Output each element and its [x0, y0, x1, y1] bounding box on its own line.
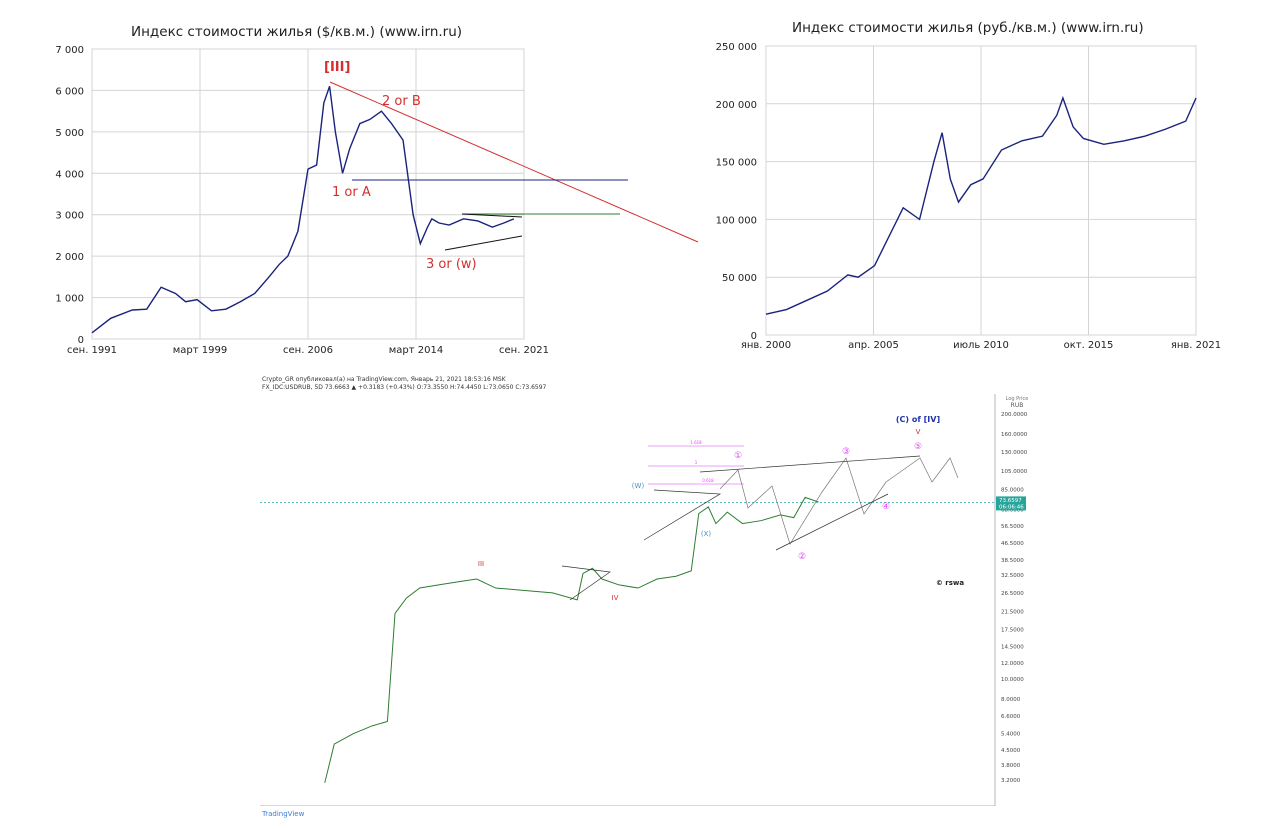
price-tick-label: 5.4000: [1001, 732, 1021, 738]
x-tick-label: сен. 2021: [499, 345, 549, 356]
y-tick-label: 7 000: [55, 45, 84, 56]
x-tick-label: март 1999: [173, 345, 227, 356]
price-series: [324, 496, 819, 783]
projected-wave-path: [719, 457, 959, 545]
triangle-top: [461, 213, 523, 218]
price-tick-label: 32.5000: [1001, 573, 1024, 579]
price-tick-label: 14.5000: [1001, 644, 1024, 650]
y-tick-label: 0: [78, 335, 84, 346]
price-tick-label: 56.5000: [1001, 524, 1024, 530]
triangle-2015-2020: [643, 489, 722, 541]
label-iv: IV: [612, 594, 619, 602]
x-tick-label: апр. 2005: [848, 340, 899, 351]
series-line: [765, 95, 1197, 315]
price-tick-label: 10.0000: [1001, 677, 1024, 683]
triangle-bottom: [444, 235, 523, 251]
y-tick-label: 6 000: [55, 86, 84, 97]
price-tick-label: 38.5000: [1001, 558, 1024, 564]
x-tick-label: янв. 2021: [1171, 340, 1221, 351]
annotation-2-or-b: 2 or B: [382, 94, 421, 109]
x-tick-label: сен. 2006: [283, 345, 333, 356]
price-tick-label: 105.0000: [1001, 469, 1028, 475]
projection-lower-line: [775, 493, 889, 551]
label-wave-1: ①: [734, 451, 742, 461]
tv-header-line2: FX_IDC:USDRUB, 5D 73.6663 ▲ +0.3183 (+0.…: [262, 384, 547, 391]
annotation-iii: [III]: [324, 60, 350, 75]
price-tick-label: 130.0000: [1001, 450, 1028, 456]
price-tick-label: 12.0000: [1001, 661, 1024, 667]
series-line: [91, 86, 515, 334]
y-tick-label: 0: [751, 331, 757, 342]
price-tick-label: 3.8000: [1001, 763, 1021, 769]
projection-upper-line: [699, 455, 921, 473]
x-tick-label: янв. 2000: [741, 340, 791, 351]
price-tick-label: 85.0000: [1001, 488, 1024, 494]
y-tick-label: 2 000: [55, 252, 84, 263]
price-tick-label: 21.5000: [1001, 609, 1024, 615]
tv-header-line1: Crypto_GR опубликовал(а) на TradingView.…: [262, 376, 506, 383]
price-tick-label: 46.5000: [1001, 541, 1024, 547]
tradingview-logo: TradingView: [262, 810, 305, 818]
fib-label-1: 1: [695, 460, 698, 465]
chart1-title: Индекс стоимости жилья ($/кв.м.) (www.ir…: [131, 24, 463, 40]
chart2-title: Индекс стоимости жилья (руб./кв.м.) (www…: [792, 20, 1144, 36]
y-tick-label: 5 000: [55, 128, 84, 139]
y-tick-label: 100 000: [716, 215, 757, 226]
price-tick-label: 6.6000: [1001, 714, 1021, 720]
x-tick-label: март 2014: [389, 345, 443, 356]
current-price-label: 73.6597: [999, 498, 1022, 504]
label-wave-3: ③: [842, 447, 850, 457]
chart2-rub-index: 0 50 000 100 000 150 000 200 000 250 000 янв. …: [716, 42, 1221, 351]
label-wave-4: ④: [882, 502, 890, 512]
price-tick-label: 26.5000: [1001, 591, 1024, 597]
price-tick-label: 160.0000: [1001, 432, 1028, 438]
label-w: (W): [632, 482, 645, 490]
annotation-1-or-a: 1 or A: [332, 185, 371, 200]
price-axis-currency: RUB: [1011, 402, 1024, 409]
tradingview-chart: Crypto_GR опубликовал(а) на TradingView.…: [260, 374, 1032, 806]
y-tick-label: 4 000: [55, 169, 84, 180]
price-tick-label: 8.0000: [1001, 697, 1021, 703]
y-tick-label: 50 000: [722, 273, 757, 284]
price-tick-label: 200.0000: [1001, 412, 1028, 418]
triangle-2009-2013: [561, 565, 611, 601]
label-v: V: [916, 428, 921, 436]
price-tick-label: 68.0000: [1001, 507, 1024, 513]
chart1-usd-index: 0 1 000 2 000 3 000 4 000 5 000 6 000 7 000 сен.…: [55, 45, 699, 356]
y-tick-label: 150 000: [716, 158, 757, 169]
fib-label-0618: 0.618: [702, 478, 714, 483]
x-tick-label: июль 2010: [953, 340, 1009, 351]
price-tick-label: 3.2000: [1001, 778, 1021, 784]
fib-label-1618: 1.618: [690, 440, 702, 445]
label-wave-2: ②: [798, 552, 806, 562]
label-x: (X): [701, 530, 712, 538]
watermark-rswa: © rswa: [936, 579, 965, 587]
x-tick-label: сен. 1991: [67, 345, 117, 356]
y-tick-label: 250 000: [716, 42, 757, 53]
x-tick-label: окт. 2015: [1064, 340, 1114, 351]
y-tick-label: 1 000: [55, 294, 84, 305]
current-price-countdown: 06:06:46: [999, 504, 1024, 510]
label-c-of-iv: (C) of [IV]: [896, 415, 940, 424]
trendline-red: [329, 81, 699, 243]
price-tick-label: 17.5000: [1001, 628, 1024, 634]
price-tick-label: 4.5000: [1001, 748, 1021, 754]
y-tick-label: 3 000: [55, 211, 84, 222]
price-axis-caption: Log Price: [1006, 396, 1029, 402]
label-wave-5: ⑤: [914, 442, 922, 452]
y-tick-label: 200 000: [716, 100, 757, 111]
tv-header: Crypto_GR опубликовал(а) на TradingView.…: [262, 376, 546, 392]
annotation-3-or-w: 3 or (w): [426, 257, 477, 272]
current-price-box: [996, 496, 1026, 511]
label-iii: III: [478, 560, 484, 568]
